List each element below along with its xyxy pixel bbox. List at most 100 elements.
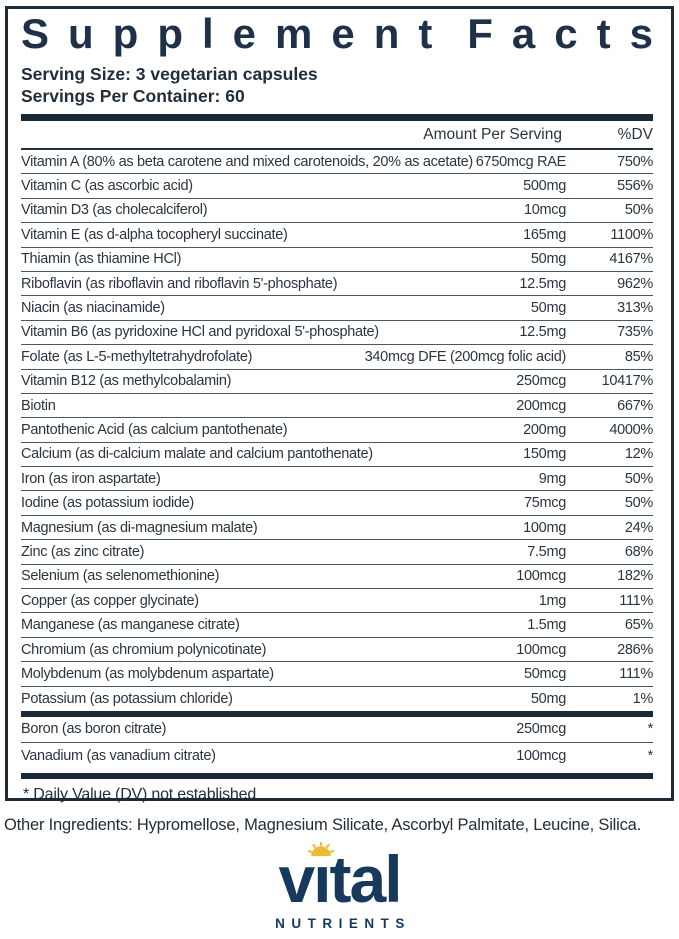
- table-row: Niacin (as niacinamide) 50mg 313%: [21, 296, 653, 321]
- nutrient-amount: 10mcg: [523, 202, 566, 219]
- brand-letter-i: ı: [308, 841, 335, 912]
- nutrient-dv: 556%: [617, 178, 653, 195]
- nutrient-dv: 667%: [617, 397, 653, 414]
- nutrient-name: Thiamin (as thiamine HCl): [21, 251, 182, 268]
- nutrient-amount: 340mcg DFE (200mcg folic acid): [364, 348, 567, 365]
- divider-thick-middle: [21, 710, 653, 717]
- nutrient-dv: 50%: [624, 470, 653, 487]
- nutrient-name: Vitamin E (as d-alpha tocopheryl succina…: [21, 226, 288, 243]
- nutrient-dv: 735%: [617, 324, 653, 341]
- nutrient-amount: 12.5mg: [519, 275, 566, 292]
- table-row: Iodine (as potassium iodide) 75mcg 50%: [21, 491, 653, 516]
- nutrient-dv: 65%: [624, 617, 653, 634]
- header-underline: [21, 148, 653, 150]
- nutrient-dv: 50%: [624, 202, 653, 219]
- nutrient-amount: 100mcg: [516, 568, 566, 585]
- nutrient-name: Vitamin D3 (as cholecalciferol): [21, 202, 208, 219]
- nutrient-name: Boron (as boron citrate): [21, 721, 167, 738]
- nutrient-amount: 50mg: [530, 690, 566, 707]
- brand-text-post: tal: [329, 842, 403, 916]
- table-row: Vitamin C (as ascorbic acid) 500mg 556%: [21, 174, 653, 199]
- table-header-row: Amount Per Serving %DV: [21, 121, 653, 148]
- nutrient-name: Calcium (as di-calcium malate and calciu…: [21, 446, 373, 463]
- table-row: Folate (as L-5-methyltetrahydrofolate) 34…: [21, 345, 653, 370]
- nutrient-name: Magnesium (as di-magnesium malate): [21, 519, 258, 536]
- nutrient-name: Manganese (as manganese citrate): [21, 617, 240, 634]
- table-row: Iron (as iron aspartate) 9mg 50%: [21, 467, 653, 492]
- nutrient-dv: 750%: [617, 153, 653, 170]
- nutrient-amount: 7.5mg: [527, 543, 566, 560]
- brand-text-i: ı: [313, 842, 331, 916]
- table-row: Vitamin E (as d-alpha tocopheryl succina…: [21, 223, 653, 248]
- table-row: Riboflavin (as riboflavin and riboflavin…: [21, 272, 653, 297]
- table-row: Biotin 200mcg 667%: [21, 394, 653, 419]
- no-dv-nutrient-table: Boron (as boron citrate) 250mcg * Vanadium …: [21, 717, 653, 769]
- divider-thick-top: [21, 114, 653, 121]
- amount-per-serving-header: Amount Per Serving: [423, 125, 562, 143]
- nutrient-amount: 100mg: [523, 519, 566, 536]
- nutrient-name: Molybdenum (as molybdenum aspartate): [21, 665, 274, 682]
- nutrient-name: Folate (as L-5-methyltetrahydrofolate): [21, 348, 253, 365]
- nutrient-amount: 100mcg: [516, 641, 566, 658]
- nutrient-amount: 50mcg: [523, 665, 566, 682]
- nutrient-amount: 1.5mg: [527, 617, 566, 634]
- nutrient-dv: 1%: [632, 690, 654, 707]
- nutrient-dv: 182%: [617, 568, 653, 585]
- table-row: Chromium (as chromium polynicotinate) 100…: [21, 638, 653, 663]
- nutrient-name: Copper (as copper glycinate): [21, 592, 199, 609]
- nutrient-name: Selenium (as selenomethionine): [21, 568, 220, 585]
- table-row: Vitamin D3 (as cholecalciferol) 10mcg 50%: [21, 199, 653, 224]
- table-row: Copper (as copper glycinate) 1mg 111%: [21, 589, 653, 614]
- nutrient-amount: 200mcg: [516, 397, 566, 414]
- nutrient-name: Niacin (as niacinamide): [21, 300, 165, 317]
- nutrient-amount: 75mcg: [523, 495, 566, 512]
- nutrient-dv: 111%: [619, 665, 653, 682]
- table-row: Boron (as boron citrate) 250mcg *: [21, 717, 653, 743]
- nutrient-amount: 200mg: [523, 421, 566, 438]
- nutrient-name: Pantothenic Acid (as calcium pantothenat…: [21, 421, 288, 438]
- table-row: Vitamin B6 (as pyridoxine HCl and pyrido…: [21, 321, 653, 346]
- dv-footnote: * Daily Value (DV) not established: [23, 785, 257, 803]
- nutrient-amount: 150mg: [523, 446, 566, 463]
- nutrient-dv: 286%: [617, 641, 653, 658]
- nutrient-dv: 12%: [624, 446, 653, 463]
- nutrient-amount: 100mcg: [516, 747, 566, 764]
- nutrient-dv: 50%: [624, 495, 653, 512]
- brand-logo: v ıtal NUTRIENTS: [0, 841, 679, 931]
- nutrient-amount: 9mg: [538, 470, 567, 487]
- nutrient-amount: 250mcg: [516, 721, 566, 738]
- table-row: Vanadium (as vanadium citrate) 100mcg *: [21, 743, 653, 769]
- nutrient-name: Vitamin A (80% as beta carotene and mixe…: [21, 153, 473, 170]
- nutrient-dv: 10417%: [601, 373, 654, 390]
- nutrient-amount: 50mg: [530, 251, 566, 268]
- nutrient-amount: 500mg: [523, 178, 566, 195]
- table-row: Pantothenic Acid (as calcium pantothenat…: [21, 418, 653, 443]
- supplement-facts-panel: Supplement Facts Serving Size: 3 vegetar…: [5, 6, 674, 803]
- divider-thick-bottom: [21, 772, 653, 779]
- table-row: Vitamin B12 (as methylcobalamin) 250mcg 10…: [21, 370, 653, 394]
- other-ingredients-text: Other Ingredients: Hypromellose, Magnesi…: [4, 816, 641, 834]
- sun-icon: [308, 834, 335, 857]
- nutrient-name: Potassium (as potassium chloride): [21, 690, 233, 707]
- title-word-facts: Facts: [467, 10, 672, 57]
- serving-size-text: Serving Size: 3 vegetarian capsules: [21, 64, 318, 84]
- table-row: Magnesium (as di-magnesium malate) 100mg 2…: [21, 516, 653, 541]
- nutrient-amount: 50mg: [530, 300, 566, 317]
- table-row: Vitamin A (80% as beta carotene and mixe…: [21, 150, 653, 175]
- table-row: Thiamin (as thiamine HCl) 50mg 4167%: [21, 248, 653, 272]
- nutrient-name: Vitamin B12 (as methylcobalamin): [21, 373, 232, 390]
- nutrient-name: Iron (as iron aspartate): [21, 470, 161, 487]
- nutrient-name: Chromium (as chromium polynicotinate): [21, 641, 267, 658]
- nutrient-amount: 1mg: [538, 592, 567, 609]
- brand-subtext: NUTRIENTS: [275, 916, 411, 931]
- page-title: Supplement Facts: [21, 13, 653, 55]
- nutrient-name: Riboflavin (as riboflavin and riboflavin…: [21, 275, 338, 292]
- nutrient-dv: 4167%: [609, 251, 653, 268]
- table-row: Selenium (as selenomethionine) 100mcg 182%: [21, 565, 653, 590]
- brand-wordmark: v ıtal: [278, 841, 403, 912]
- dv-header: %DV: [617, 125, 653, 143]
- nutrient-dv: 313%: [617, 300, 653, 317]
- table-row: Manganese (as manganese citrate) 1.5mg 65%: [21, 613, 653, 638]
- nutrient-table: Vitamin A (80% as beta carotene and mixe…: [21, 150, 653, 711]
- nutrient-dv: 4000%: [609, 421, 653, 438]
